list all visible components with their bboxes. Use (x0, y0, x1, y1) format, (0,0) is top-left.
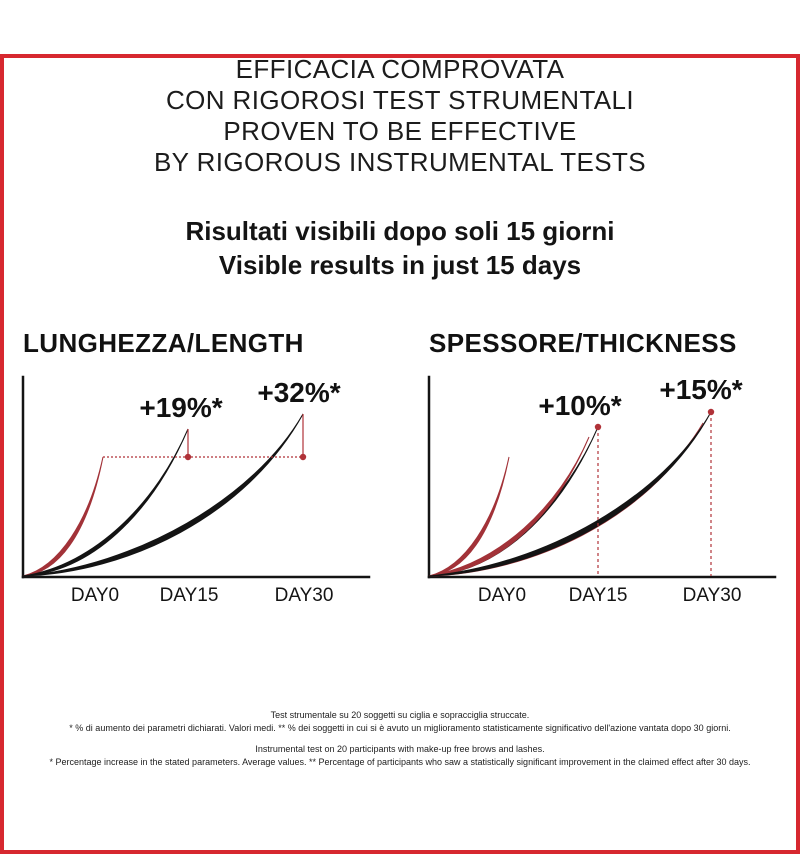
length-plot: +19%* +32%* DAY0 DAY15 DAY30 (21, 375, 371, 606)
results-subtitle: Risultati visibili dopo soli 15 giorni V… (0, 214, 800, 282)
title-line: BY RIGOROUS INSTRUMENTAL TESTS (153, 147, 647, 177)
annotation-day15: +10%* (538, 390, 621, 421)
footnotes: Test strumentale su 20 soggetti su cigli… (0, 709, 800, 768)
annotation-day30: +32%* (257, 377, 340, 408)
day30-measure-dot (299, 453, 307, 461)
title-line: EFFICACIA COMPROVATA (235, 54, 565, 84)
tick-label-day15: DAY15 (569, 585, 628, 606)
footnote-en-legal: * Percentage increase in the stated para… (49, 756, 751, 767)
subtitle-line: Visible results in just 15 days (218, 250, 582, 280)
day15-measure-dot (594, 423, 602, 431)
page-title: EFFICACIA COMPROVATA CON RIGOROSI TEST S… (0, 54, 800, 178)
annotation-day30: +15%* (659, 374, 742, 405)
tick-label-day30: DAY30 (683, 585, 742, 606)
tick-label-day30: DAY30 (275, 585, 334, 606)
thickness-plot: +10%* +15%* DAY0 DAY15 DAY30 (427, 374, 777, 606)
day15-measure-dot (184, 453, 192, 461)
day30-measure-dot (707, 408, 715, 416)
chart-title: LUNGHEZZA/LENGTH (23, 328, 304, 358)
thickness-chart: SPESSORE/THICKNESS +10%* +15%* DAY0 DAY1… (417, 328, 789, 609)
title-line: PROVEN TO BE EFFECTIVE (223, 116, 577, 146)
annotation-day15: +19%* (139, 392, 222, 423)
tick-label-day0: DAY0 (71, 585, 119, 606)
header: EFFICACIA COMPROVATA CON RIGOROSI TEST S… (0, 54, 800, 282)
lash-curve-day15 (22, 428, 189, 577)
tick-label-day0: DAY0 (478, 585, 526, 606)
footnote-it-test: Test strumentale su 20 soggetti su cigli… (270, 710, 530, 720)
footnote-en-test: Instrumental test on 20 participants wit… (255, 744, 545, 754)
lash-curve-day0 (428, 456, 510, 577)
lash-curve-day15-black (428, 426, 599, 577)
lash-curve-day0 (22, 456, 104, 577)
chart-title: SPESSORE/THICKNESS (429, 328, 737, 358)
subtitle-line: Risultati visibili dopo soli 15 giorni (185, 216, 615, 246)
length-chart: LUNGHEZZA/LENGTH +19%* +32%* DAY0 DAY15 … (11, 328, 383, 609)
title-line: CON RIGOROSI TEST STRUMENTALI (165, 85, 635, 115)
tick-label-day15: DAY15 (160, 585, 219, 606)
charts-section: LUNGHEZZA/LENGTH +19%* +32%* DAY0 DAY15 … (0, 328, 800, 609)
lash-curve-day15-red (428, 436, 590, 577)
footnote-it-legal: * % di aumento dei parametri dichiarati.… (69, 722, 731, 733)
